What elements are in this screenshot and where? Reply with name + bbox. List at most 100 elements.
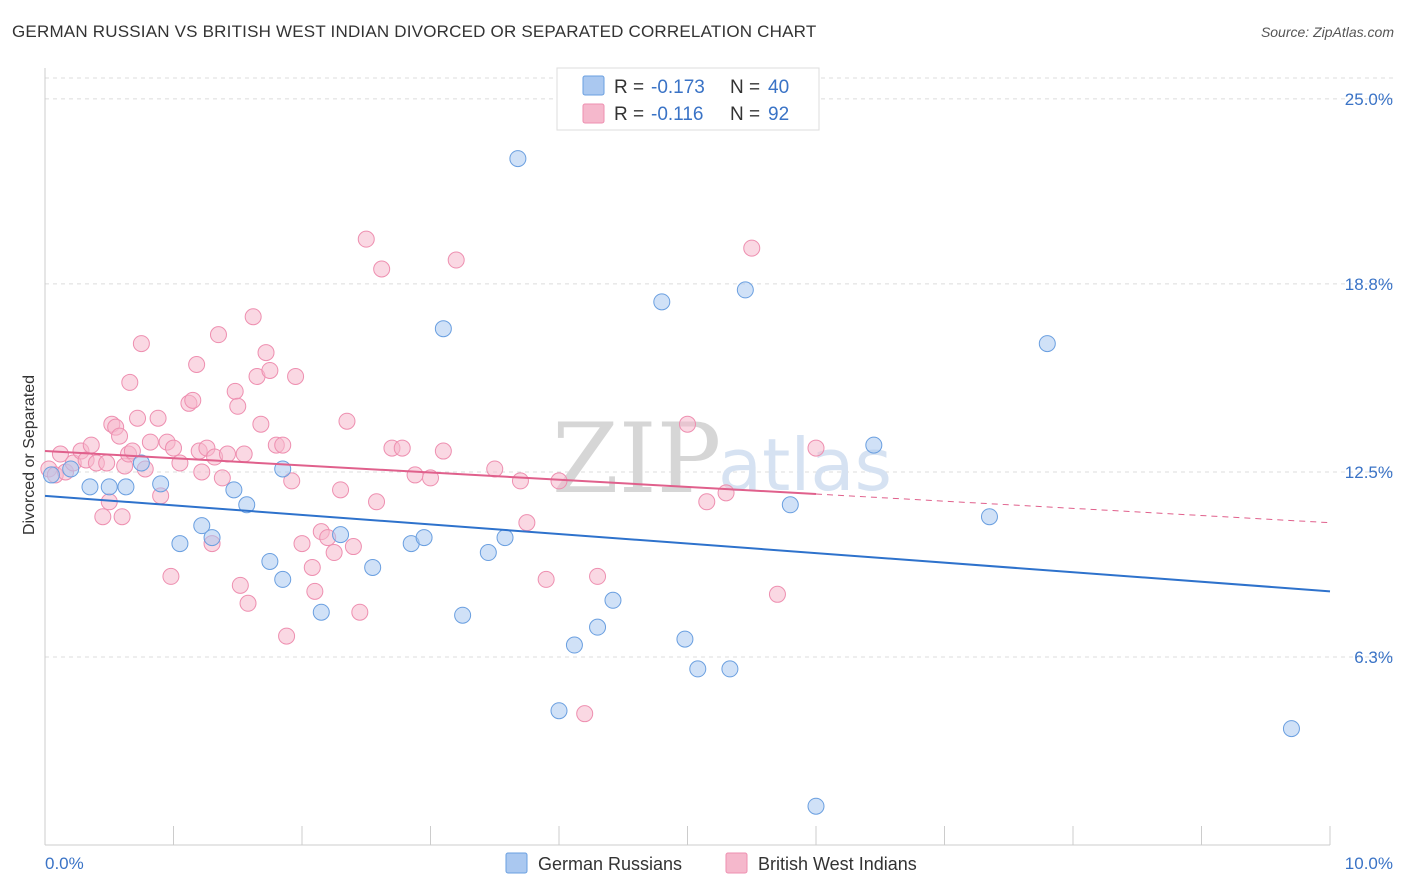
point-british-west-indians	[239, 594, 257, 612]
point-british-west-indians	[98, 454, 116, 472]
point-british-west-indians	[193, 463, 211, 481]
point-british-west-indians	[94, 508, 112, 526]
y-axis-title: Divorced or Separated	[21, 375, 38, 535]
tick-labels: 6.3% 12.5% 18.8% 25.0% 0.0% 10.0%	[45, 90, 1393, 873]
point-british-west-indians	[486, 460, 504, 478]
point-german-russians	[479, 544, 497, 562]
stats-legend: R = -0.173 N = 40 R = -0.116 N = 92	[556, 67, 820, 131]
point-german-russians	[434, 320, 452, 338]
legend-swatch-british-west-indians	[582, 103, 605, 124]
point-british-west-indians	[149, 409, 167, 427]
point-british-west-indians	[111, 427, 129, 445]
point-german-russians	[1282, 720, 1300, 738]
legend-swatch-german-russians	[582, 75, 605, 96]
point-german-russians	[274, 570, 292, 588]
watermark-zip: ZIP	[552, 403, 721, 515]
legend-n-label-1: N =	[730, 77, 760, 98]
point-british-west-indians	[274, 436, 292, 454]
point-british-west-indians	[807, 439, 825, 457]
point-british-west-indians	[768, 585, 786, 603]
point-german-russians	[171, 535, 189, 553]
point-british-west-indians	[393, 439, 411, 457]
point-german-russians	[364, 558, 382, 576]
point-german-russians	[261, 552, 279, 570]
point-british-west-indians	[226, 382, 244, 400]
point-german-russians	[980, 508, 998, 526]
point-british-west-indians	[306, 582, 324, 600]
point-british-west-indians	[447, 251, 465, 269]
legend-r-value-1: -0.173	[651, 77, 705, 98]
point-german-russians	[42, 466, 60, 484]
trend-line-british-west-indians-extension	[815, 493, 1331, 524]
y-tick-label: 12.5%	[1345, 463, 1393, 482]
point-british-west-indians	[576, 705, 594, 723]
y-tick-label: 6.3%	[1354, 648, 1393, 667]
point-british-west-indians	[679, 415, 696, 433]
point-german-russians	[132, 454, 150, 472]
point-british-west-indians	[698, 493, 716, 511]
point-german-russians	[550, 702, 568, 720]
point-british-west-indians	[422, 469, 439, 487]
point-british-west-indians	[261, 361, 279, 379]
point-british-west-indians	[325, 544, 343, 562]
series-legend-swatch-german-russians	[505, 852, 528, 874]
point-british-west-indians	[235, 445, 253, 463]
point-british-west-indians	[141, 433, 159, 451]
legend-n-label-2: N =	[730, 104, 760, 125]
point-german-russians	[152, 475, 170, 493]
point-german-russians	[736, 281, 754, 299]
point-british-west-indians	[518, 514, 536, 532]
gridlines	[45, 77, 1395, 658]
point-german-russians	[62, 460, 80, 478]
point-british-west-indians	[165, 439, 182, 457]
trend-line-british-west-indians	[44, 450, 817, 496]
point-british-west-indians	[303, 558, 321, 576]
point-german-russians	[415, 529, 433, 547]
point-british-west-indians	[293, 535, 311, 553]
point-british-west-indians	[406, 466, 424, 484]
point-british-west-indians	[209, 326, 227, 344]
point-british-west-indians	[344, 538, 362, 556]
x-tick-label: 10.0%	[1345, 854, 1393, 873]
chart-source: Source: ZipAtlas.com	[1260, 24, 1394, 40]
point-british-west-indians	[229, 397, 247, 415]
point-british-west-indians	[351, 603, 369, 621]
point-british-west-indians	[82, 436, 100, 454]
legend-r-value-2: -0.116	[651, 104, 703, 125]
point-british-west-indians	[213, 469, 231, 487]
legend-n-value-1: 40	[768, 77, 789, 98]
point-british-west-indians	[283, 472, 301, 490]
point-german-russians	[589, 618, 607, 636]
series-legend-swatch-british-west-indians	[725, 852, 748, 874]
point-german-russians	[653, 293, 671, 311]
point-british-west-indians	[252, 415, 270, 433]
point-german-russians	[117, 478, 135, 496]
y-tick-label: 18.8%	[1345, 275, 1393, 294]
point-british-west-indians	[537, 570, 555, 588]
point-british-west-indians	[434, 442, 452, 460]
chart-title: GERMAN RUSSIAN VS BRITISH WEST INDIAN DI…	[12, 22, 817, 41]
series-legend: German Russians British West Indians	[505, 852, 917, 874]
point-british-west-indians	[357, 230, 375, 248]
point-german-russians	[565, 636, 583, 654]
point-british-west-indians	[162, 567, 180, 585]
point-german-russians	[496, 529, 514, 547]
point-german-russians	[203, 529, 221, 547]
series-legend-label-german-russians: German Russians	[538, 854, 682, 874]
point-german-russians	[193, 517, 211, 535]
point-british-west-indians	[373, 260, 391, 278]
point-british-west-indians	[121, 373, 139, 391]
point-british-west-indians	[244, 308, 262, 326]
point-german-russians	[225, 481, 243, 499]
point-german-russians	[332, 526, 350, 544]
point-german-russians	[807, 797, 825, 815]
point-british-west-indians	[511, 472, 529, 490]
point-british-west-indians	[743, 239, 761, 257]
point-german-russians	[676, 630, 694, 648]
point-german-russians	[689, 660, 707, 678]
point-british-west-indians	[51, 445, 69, 463]
legend-r-label-2: R =	[614, 104, 644, 125]
point-british-west-indians	[257, 344, 275, 362]
point-german-russians	[509, 150, 527, 168]
